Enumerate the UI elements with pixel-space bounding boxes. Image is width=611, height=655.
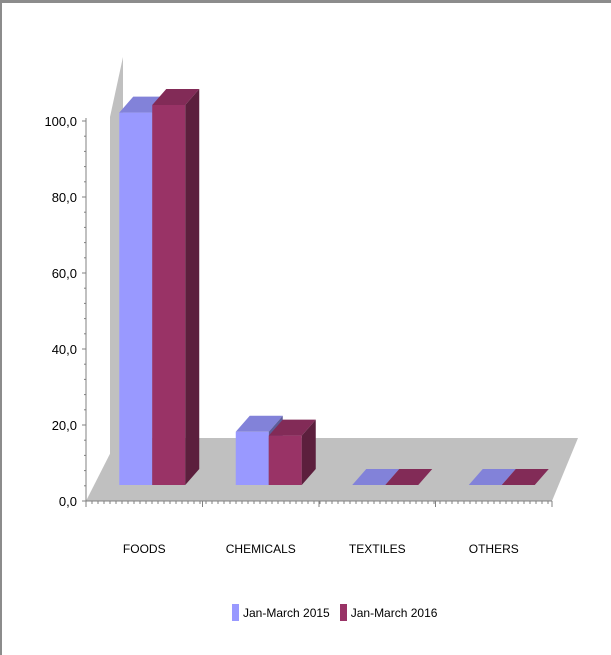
legend-swatch-2016 (339, 604, 347, 621)
chart-labels: 0,0 20,0 40,0 60,0 80,0 100,0 FOODS CHEMICALS TE… (44, 114, 518, 556)
x-category-label: OTHERS (469, 542, 519, 556)
legend-item-2015: Jan-March 2015 (232, 604, 330, 621)
bar (152, 105, 186, 485)
y-tick-label: 100,0 (44, 114, 77, 129)
legend-label-2016: Jan-March 2016 (350, 605, 438, 620)
bar-top (385, 469, 433, 485)
x-category-label: TEXTILES (349, 542, 406, 556)
bar-top (268, 419, 316, 436)
y-tick-label: 80,0 (52, 190, 77, 205)
legend-label-2015: Jan-March 2015 (243, 605, 330, 620)
bar-side (185, 89, 200, 485)
chart-bars (119, 89, 549, 485)
chart-axes (82, 118, 553, 507)
x-category-label: CHEMICALS (226, 542, 296, 556)
y-tick-label: 40,0 (52, 342, 77, 357)
bar (235, 431, 269, 485)
y-tick-label: 0,0 (59, 494, 77, 509)
y-tick-label: 60,0 (52, 266, 77, 281)
x-category-label: FOODS (123, 542, 166, 556)
legend: Jan-March 2015 Jan-March 2016 (232, 604, 437, 621)
floor (86, 438, 578, 501)
bar-side (301, 419, 316, 485)
bar (268, 435, 302, 485)
legend-swatch-2015 (232, 604, 239, 621)
bar-top (501, 469, 549, 485)
bar-top (352, 469, 400, 485)
bar-top (235, 415, 283, 432)
bar-top (152, 89, 200, 105)
bar-top (468, 469, 516, 485)
y-tick-label: 20,0 (52, 418, 77, 433)
legend-item-2016: Jan-March 2016 (339, 604, 438, 621)
bar (119, 112, 153, 485)
